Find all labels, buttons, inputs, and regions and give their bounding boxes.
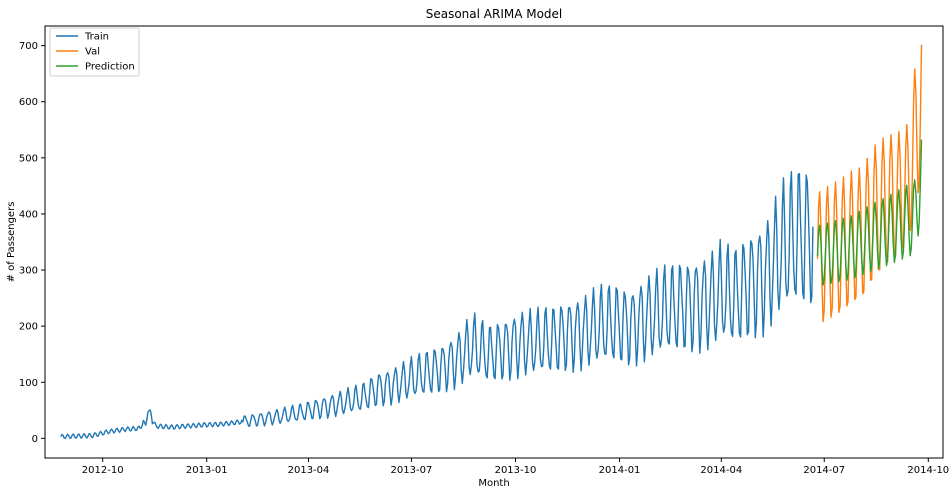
y-tick-label: 600 [19, 97, 38, 108]
y-tick-label: 200 [19, 322, 38, 333]
legend-item-train-label: Train [84, 32, 109, 43]
plot-frame [44, 25, 944, 459]
y-axis-ticks: 0 100 200 300 400 500 600 700 [19, 41, 45, 445]
x-tick-label: 2014-07 [803, 465, 845, 476]
x-tick-label: 2013-04 [288, 465, 330, 476]
x-tick-label: 2013-01 [186, 465, 228, 476]
x-tick-label: 2013-10 [495, 465, 537, 476]
legend: Train Val Prediction [49, 27, 140, 77]
y-tick-label: 100 [19, 378, 38, 389]
x-tick-label: 2014-04 [700, 465, 742, 476]
x-tick-label: 2014-01 [599, 465, 641, 476]
x-axis-ticks: 2012-10 2013-01 2013-04 2013-07 2013-10 2014-… [82, 458, 949, 476]
x-tick-label: 2012-10 [82, 465, 124, 476]
y-tick-label: 0 [32, 434, 38, 445]
x-axis-label: Month [478, 478, 509, 489]
legend-box [49, 27, 140, 77]
series-line-train [60, 170, 814, 440]
legend-item-prediction-label: Prediction [85, 62, 135, 73]
y-tick-label: 500 [19, 153, 38, 164]
y-axis-label: # of Passengers [6, 202, 17, 283]
legend-item-val-label: Val [85, 47, 100, 58]
x-tick-label: 2014-10 [907, 465, 949, 476]
chart-title: Seasonal ARIMA Model [426, 7, 563, 21]
x-tick-label: 2013-07 [391, 465, 433, 476]
plot-area: 2012-10 2013-01 2013-04 2013-07 2013-10 2014-… [19, 25, 949, 476]
y-tick-label: 300 [19, 266, 38, 277]
series-line-val [816, 44, 923, 323]
series-layer [60, 44, 923, 440]
y-tick-label: 400 [19, 209, 38, 220]
y-tick-label: 700 [19, 41, 38, 52]
series-line-prediction [816, 139, 923, 286]
